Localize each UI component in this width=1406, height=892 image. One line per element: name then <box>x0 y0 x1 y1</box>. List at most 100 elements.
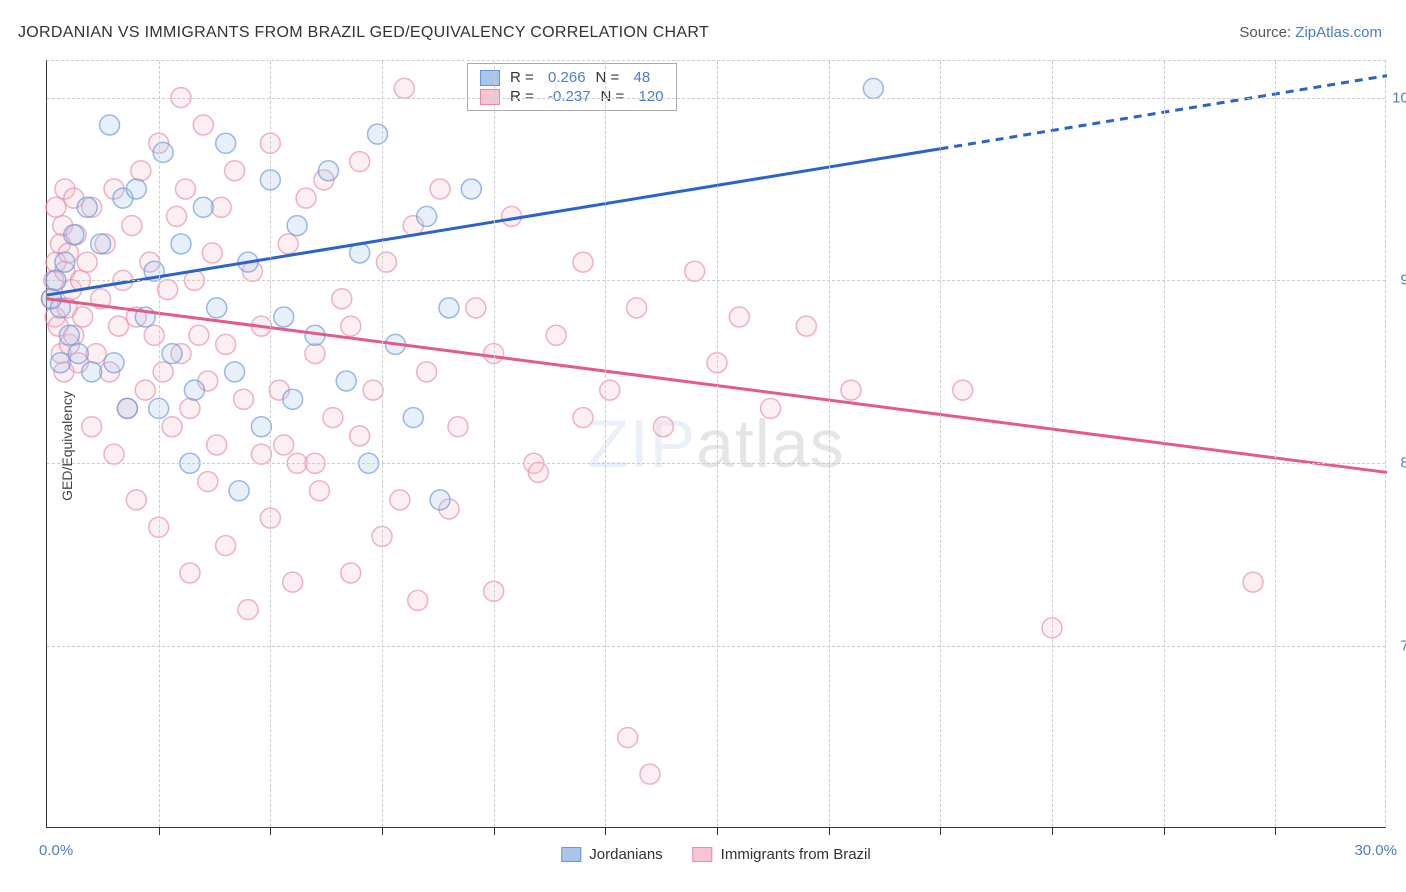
data-point <box>180 563 200 583</box>
data-point <box>461 179 481 199</box>
data-point <box>126 179 146 199</box>
data-point <box>184 380 204 400</box>
data-point <box>796 316 816 336</box>
data-point <box>216 133 236 153</box>
data-point <box>368 124 388 144</box>
data-point <box>91 234 111 254</box>
data-point <box>640 764 660 784</box>
data-point <box>376 252 396 272</box>
x-tick-mark <box>270 827 271 835</box>
x-tick-mark <box>1164 827 1165 835</box>
x-axis-min-label: 0.0% <box>39 842 73 859</box>
chart-title: JORDANIAN VS IMMIGRANTS FROM BRAZIL GED/… <box>18 24 709 42</box>
data-point <box>104 444 124 464</box>
gridline-vertical <box>829 61 830 827</box>
data-point <box>122 216 142 236</box>
data-point <box>573 408 593 428</box>
data-point <box>278 234 298 254</box>
x-tick-mark <box>159 827 160 835</box>
data-point <box>175 179 195 199</box>
data-point <box>318 161 338 181</box>
data-point <box>309 481 329 501</box>
data-point <box>207 435 227 455</box>
data-point <box>171 234 191 254</box>
x-tick-mark <box>1275 827 1276 835</box>
data-point <box>685 261 705 281</box>
data-point <box>55 252 75 272</box>
data-point <box>234 389 254 409</box>
x-tick-mark <box>494 827 495 835</box>
data-point <box>653 417 673 437</box>
data-point <box>394 78 414 98</box>
data-point <box>283 572 303 592</box>
data-point <box>202 243 222 263</box>
data-point <box>158 280 178 300</box>
y-tick-label: 80.0% <box>1400 455 1406 472</box>
data-point <box>341 563 361 583</box>
data-point <box>408 590 428 610</box>
data-point <box>216 334 236 354</box>
data-point <box>86 344 106 364</box>
x-tick-mark <box>382 827 383 835</box>
data-point <box>117 398 137 418</box>
series-legend: Jordanians Immigrants from Brazil <box>561 846 870 863</box>
data-point <box>104 353 124 373</box>
data-point <box>350 152 370 172</box>
source-attribution: Source: ZipAtlas.com <box>1239 24 1382 41</box>
legend-label-jordanians: Jordanians <box>589 846 662 863</box>
x-tick-mark <box>829 827 830 835</box>
data-point <box>305 344 325 364</box>
data-point <box>841 380 861 400</box>
gridline-vertical <box>717 61 718 827</box>
legend-box-brazil <box>693 847 713 862</box>
data-point <box>162 344 182 364</box>
data-point <box>73 307 93 327</box>
data-point <box>332 289 352 309</box>
data-point <box>225 161 245 181</box>
y-tick-label: 100.0% <box>1392 89 1406 106</box>
gridline-horizontal <box>47 98 1385 99</box>
legend-label-brazil: Immigrants from Brazil <box>721 846 871 863</box>
data-point <box>618 728 638 748</box>
data-point <box>430 179 450 199</box>
data-point <box>350 426 370 446</box>
data-point <box>430 490 450 510</box>
gridline-vertical <box>270 61 271 827</box>
legend-item-brazil: Immigrants from Brazil <box>693 846 871 863</box>
data-point <box>59 325 79 345</box>
data-point <box>274 435 294 455</box>
data-point <box>100 115 120 135</box>
source-value: ZipAtlas.com <box>1295 24 1382 41</box>
x-tick-mark <box>1052 827 1053 835</box>
data-point <box>180 398 200 418</box>
data-point <box>953 380 973 400</box>
data-point <box>211 197 231 217</box>
data-point <box>64 225 84 245</box>
data-point <box>439 298 459 318</box>
data-point <box>627 298 647 318</box>
data-point <box>287 216 307 236</box>
data-point <box>162 417 182 437</box>
data-point <box>417 362 437 382</box>
data-point <box>863 78 883 98</box>
data-point <box>390 490 410 510</box>
data-point <box>207 298 227 318</box>
data-point <box>108 316 128 336</box>
x-tick-mark <box>717 827 718 835</box>
data-point <box>46 197 66 217</box>
gridline-horizontal <box>47 463 1385 464</box>
data-point <box>251 417 271 437</box>
data-point <box>68 344 88 364</box>
plot-area: ZIPatlas R = 0.266 N = 48 R = -0.237 N =… <box>46 60 1386 828</box>
gridline-horizontal <box>47 280 1385 281</box>
data-point <box>82 362 102 382</box>
data-point <box>77 197 97 217</box>
data-point <box>466 298 486 318</box>
data-point <box>251 444 271 464</box>
data-point <box>167 206 187 226</box>
source-label: Source: <box>1239 24 1291 41</box>
data-point <box>363 380 383 400</box>
data-point <box>238 600 258 620</box>
data-point <box>77 252 97 272</box>
scatter-svg <box>47 61 1385 827</box>
